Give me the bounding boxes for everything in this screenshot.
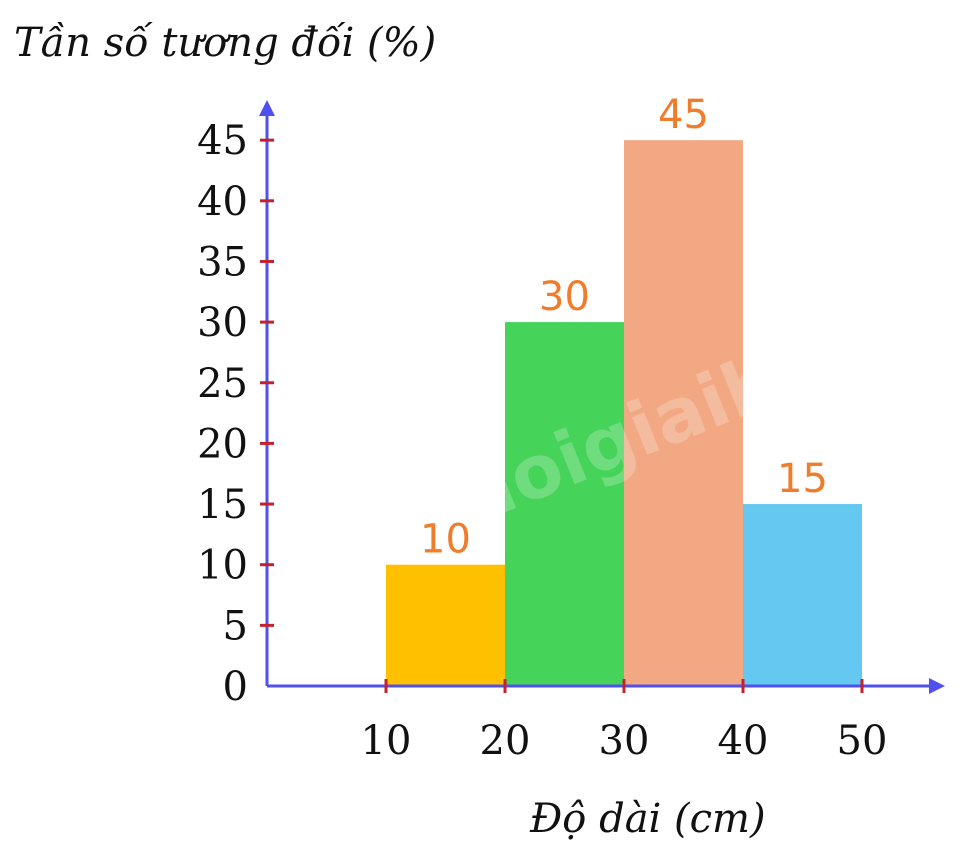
y-tick-label: 15: [197, 482, 248, 528]
y-axis-label: Tần số tương đối (%): [14, 20, 436, 66]
x-axis-arrow: [929, 678, 945, 694]
x-tick-label: 40: [718, 718, 769, 764]
y-tick-label: 35: [197, 239, 248, 285]
data-label: 45: [658, 92, 709, 138]
x-axis-label: Độ dài (cm): [529, 796, 766, 842]
y-axis-arrow: [259, 100, 275, 116]
y-tick-label: 25: [197, 361, 248, 407]
bar-30-40: [624, 140, 743, 686]
y-tick-label: 30: [197, 300, 248, 346]
y-tick-label: 0: [223, 664, 248, 710]
y-tick-label: 45: [197, 118, 248, 164]
data-label: 10: [420, 517, 471, 563]
y-tick-label: 20: [197, 421, 248, 467]
x-tick-label: 10: [361, 718, 412, 764]
y-tick-label: 10: [197, 543, 248, 589]
bar-20-30: [505, 322, 624, 686]
y-tick-label: 40: [197, 179, 248, 225]
bar-10-20: [386, 564, 505, 686]
data-label: 15: [777, 456, 828, 502]
y-tick-label: 5: [223, 603, 248, 649]
data-label: 30: [539, 274, 590, 320]
x-tick-label: 20: [480, 718, 531, 764]
bar-40-50: [743, 504, 862, 686]
x-tick-label: 50: [837, 718, 888, 764]
x-tick-label: 30: [599, 718, 650, 764]
